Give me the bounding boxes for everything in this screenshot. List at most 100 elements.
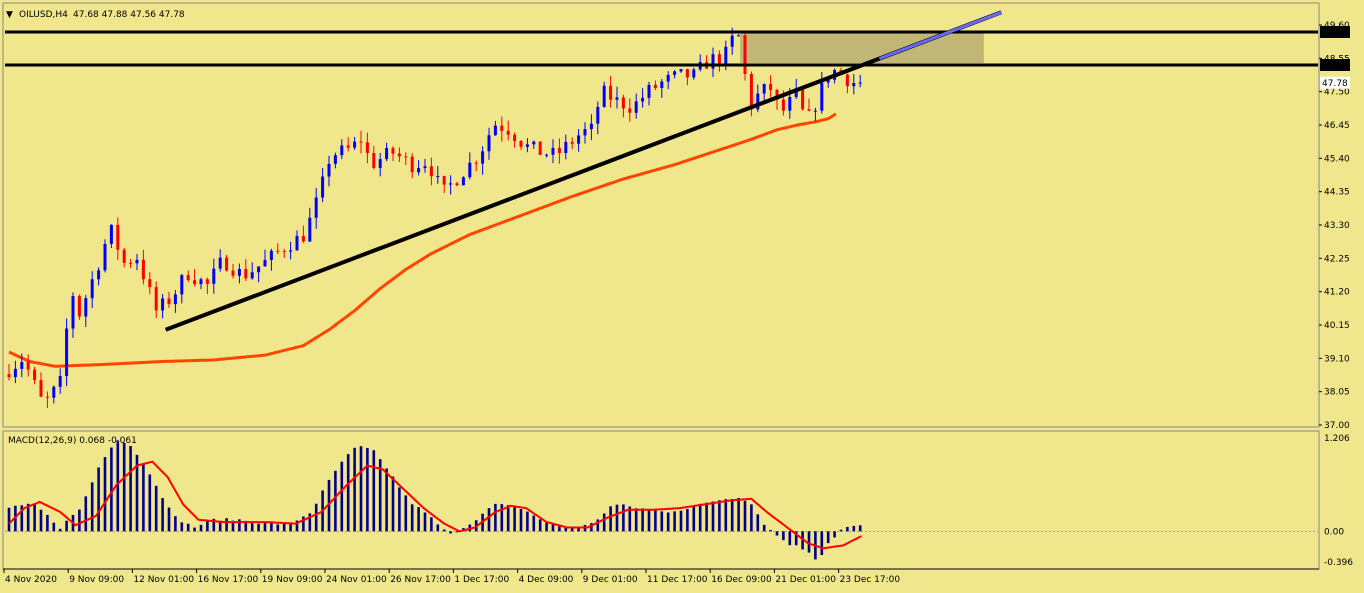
candle-body (7, 374, 11, 378)
candle-body (365, 142, 369, 154)
candle-body (481, 151, 485, 164)
macd-histogram-bar (103, 457, 107, 532)
macd-histogram-bar (225, 518, 228, 532)
candle-body (378, 159, 382, 168)
candle-body (762, 84, 766, 94)
macd-histogram-bar (794, 531, 798, 546)
candle-body (807, 109, 811, 111)
macd-histogram-bar (346, 454, 350, 532)
macd-histogram-bar (506, 505, 510, 532)
macd-histogram-bar (609, 506, 612, 532)
candle-body (634, 101, 638, 113)
macd-histogram-bar (436, 524, 440, 532)
macd-histogram-bar (494, 503, 497, 532)
candle-body (295, 235, 299, 251)
macd-histogram-bar (385, 468, 388, 532)
time-axis-label: 1 Dec 17:00 (454, 575, 509, 585)
macd-histogram-bar (737, 497, 740, 532)
candle-body (45, 396, 49, 398)
candle-body (109, 224, 113, 244)
macd-histogram-bar (807, 531, 811, 553)
candle-body (525, 144, 529, 147)
time-axis-label: 12 Nov 01:00 (133, 575, 194, 585)
macd-histogram-bar (750, 504, 753, 532)
candle-body (33, 369, 37, 381)
candle-body (756, 93, 760, 110)
candle-body (385, 148, 389, 160)
candle-body (711, 54, 715, 69)
candle-body (455, 183, 459, 186)
candle-body (519, 141, 523, 147)
macd-histogram-bar (193, 527, 196, 532)
macd-histogram-bar (302, 516, 305, 532)
macd-histogram-bar (78, 509, 81, 532)
candle-body (308, 217, 312, 242)
candle-body (141, 259, 145, 280)
candle-body (173, 294, 177, 305)
candle-body (282, 251, 286, 253)
candle-body (237, 268, 241, 276)
macd-histogram-bar (564, 527, 568, 532)
macd-histogram-bar (340, 461, 344, 532)
macd-histogram-bar (58, 528, 62, 532)
macd-title: MACD(12,26,9) 0.068 -0.061 (8, 436, 137, 446)
price-axis-label: 44.35 (1324, 188, 1350, 198)
candle-body (436, 176, 440, 178)
macd-histogram-bar (238, 519, 241, 532)
candle-body (359, 141, 363, 143)
candle-body (353, 141, 357, 148)
candle-body (845, 74, 849, 87)
macd-axis-label: 0.00 (1324, 527, 1344, 537)
candle-body (199, 279, 203, 285)
candle-body (500, 125, 504, 131)
candle-body (609, 85, 613, 100)
macd-histogram-bar (538, 519, 542, 532)
time-axis-label: 16 Nov 17:00 (198, 575, 259, 585)
macd-histogram-bar (820, 531, 824, 556)
candle-body (801, 88, 805, 110)
macd-histogram-bar (833, 531, 836, 538)
candle-body (167, 298, 171, 305)
chart-menu-arrow-icon[interactable]: ▼ (6, 10, 13, 20)
macd-histogram-bar (711, 501, 715, 532)
macd-histogram-bar (686, 509, 689, 532)
macd-histogram-bar (366, 447, 369, 532)
candle-body (820, 82, 824, 111)
macd-histogram-bar (135, 454, 139, 532)
candle-body (65, 328, 69, 377)
macd-histogram-bar (705, 502, 708, 532)
candle-body (346, 145, 350, 148)
candle-body (641, 97, 645, 102)
candle-body (26, 362, 30, 370)
candle-body (788, 96, 792, 111)
price-axis-label: 39.10 (1324, 354, 1350, 364)
candle-body (717, 54, 721, 64)
candle-body (602, 85, 606, 107)
macd-histogram-bar (295, 520, 299, 532)
macd-histogram-bar (519, 509, 523, 532)
macd-histogram-bar (487, 508, 491, 532)
price-axis-label: 40.15 (1324, 321, 1350, 331)
macd-axis-label: 1.206 (1324, 434, 1350, 444)
candle-body (826, 79, 830, 83)
macd-histogram-bar (327, 479, 331, 532)
candle-body (852, 82, 856, 87)
macd-histogram-bar (314, 503, 318, 532)
macd-histogram-bar (513, 506, 516, 532)
macd-histogram-bar (430, 517, 433, 532)
macd-histogram-bar (417, 507, 420, 532)
price-axis-label: 43.30 (1324, 221, 1350, 231)
macd-histogram-bar (558, 526, 561, 532)
macd-histogram-bar (852, 525, 856, 532)
candle-body (468, 162, 472, 178)
macd-histogram-bar (769, 529, 772, 532)
candle-body (52, 386, 56, 398)
macd-histogram-bar (372, 450, 376, 532)
macd-histogram-bar (647, 509, 651, 532)
macd-histogram-bar (174, 516, 177, 532)
macd-histogram-bar (161, 498, 164, 532)
candle-body (212, 268, 216, 284)
macd-histogram-bar (577, 527, 580, 532)
candle-body (564, 141, 568, 153)
